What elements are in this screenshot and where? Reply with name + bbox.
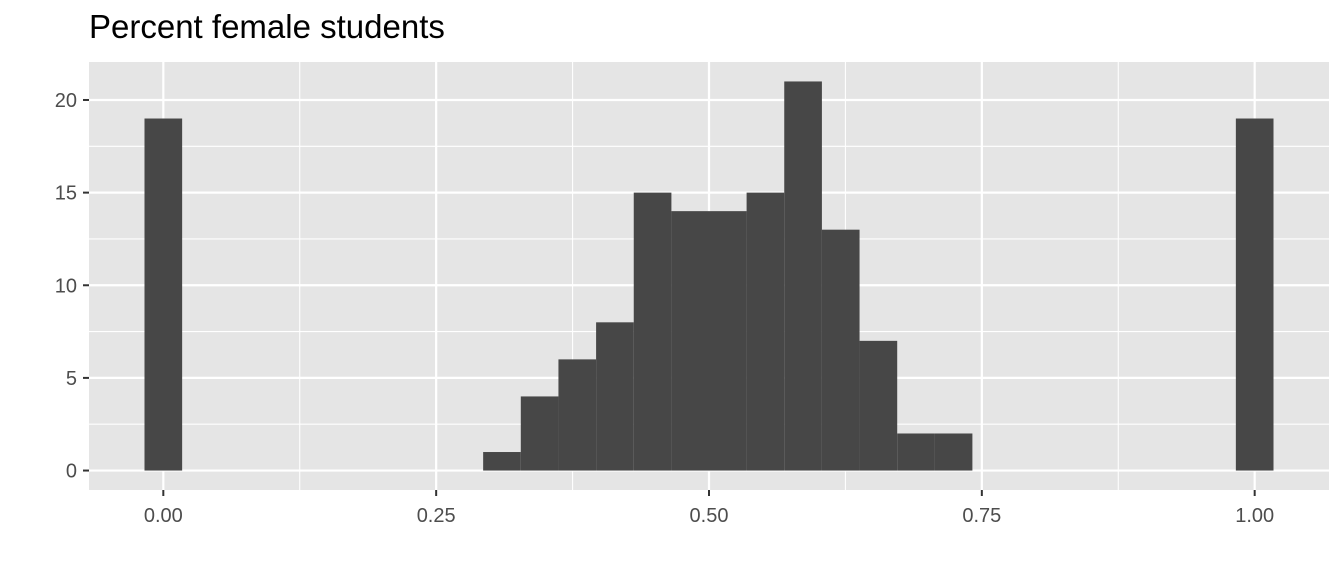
histogram-bar [144,118,183,471]
y-tick-label: 20 [55,90,77,112]
histogram-bar [520,396,559,471]
chart-title: Percent female students [89,8,445,45]
x-tick-label: 1.00 [1235,505,1274,527]
y-tick-label: 0 [66,461,77,483]
histogram-bar [596,322,634,471]
histogram-bar [859,340,898,471]
axis-tick-labels: 0.00 0.25 0.50 0.75 1.00 0 5 10 15 20 [55,90,1274,527]
histogram-bar [483,452,521,471]
y-tick-label: 15 [55,183,77,205]
histogram-bars [144,81,1274,471]
histogram-bar [633,192,672,471]
histogram-bar [708,211,747,471]
histogram-bar [671,211,710,471]
histogram-bar [821,229,860,471]
x-tick-label: 0.25 [417,505,456,527]
y-tick-label: 10 [55,275,77,297]
x-tick-label: 0.00 [144,505,183,527]
histogram-bar [558,359,597,471]
y-tick-label: 5 [66,368,77,390]
axis-ticks [83,98,1256,496]
x-tick-label: 0.75 [962,505,1001,527]
histogram-bar [1235,118,1274,471]
histogram-bar [934,433,973,471]
x-tick-label: 0.50 [690,505,729,527]
histogram-bar [746,192,785,471]
histogram-bar [784,81,822,471]
histogram-bar [897,433,935,471]
